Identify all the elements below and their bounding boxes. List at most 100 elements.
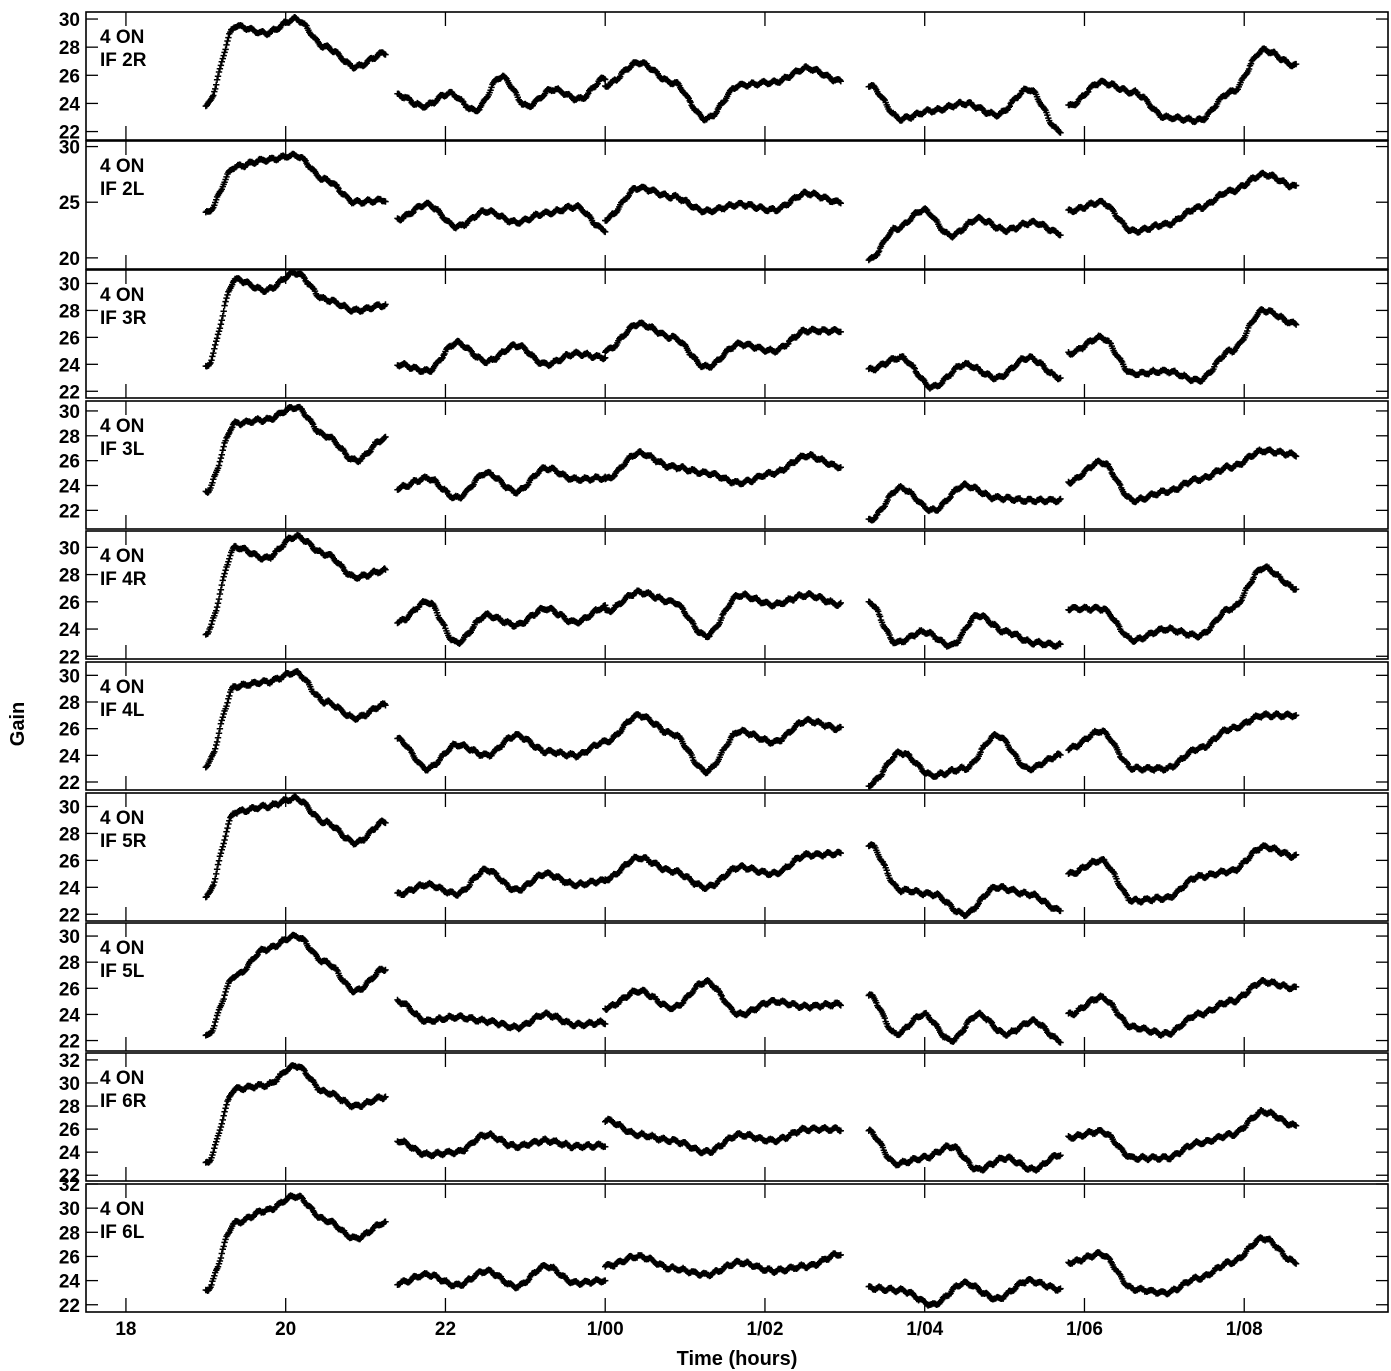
y-tick-label: 30 <box>59 666 80 687</box>
y-tick-label: 30 <box>59 10 80 31</box>
y-tick-label: 24 <box>59 94 81 115</box>
y-tick-label: 22 <box>59 1032 80 1053</box>
panel-label-source: 4 ON <box>100 27 144 48</box>
y-tick-label: 22 <box>59 501 80 522</box>
panel-frame <box>85 792 1389 922</box>
y-tick-label: 22 <box>59 1166 80 1187</box>
y-tick-label: 24 <box>59 1143 81 1164</box>
y-axis-label: Gain <box>7 702 29 746</box>
data-points <box>202 14 1300 136</box>
data-points <box>202 531 1300 650</box>
panel-frame <box>85 269 1389 399</box>
panel-frame <box>85 1052 1389 1182</box>
data-points <box>202 793 1300 920</box>
panel-label-source: 4 ON <box>100 416 144 437</box>
y-tick-label: 30 <box>59 1199 80 1220</box>
y-tick-label: 24 <box>59 1005 81 1026</box>
panel-label-if: IF 3L <box>100 439 145 460</box>
panel-frame <box>85 400 1389 530</box>
y-tick-label: 28 <box>59 38 80 59</box>
y-tick-label: 28 <box>59 566 80 587</box>
panel-label-source: 4 ON <box>100 546 144 567</box>
y-tick-label: 32 <box>59 1175 80 1196</box>
panel-label-source: 4 ON <box>100 285 144 306</box>
y-tick-label: 25 <box>59 193 81 214</box>
y-tick-label: 22 <box>59 382 80 403</box>
y-tick-label: 30 <box>59 1074 80 1095</box>
panel-label-if: IF 6R <box>100 1091 147 1112</box>
panel-frame <box>85 530 1389 660</box>
x-tick-label: 1/04 <box>906 1319 943 1340</box>
y-tick-label: 28 <box>59 693 80 714</box>
y-tick-label: 28 <box>59 953 80 974</box>
panel-label-if: IF 5R <box>100 831 147 852</box>
y-tick-label: 30 <box>59 538 80 559</box>
data-points <box>202 668 1300 790</box>
y-tick-label: 26 <box>59 979 80 1000</box>
panel-label-if: IF 4L <box>100 700 145 721</box>
panel-label-if: IF 2L <box>100 179 145 200</box>
y-tick-label: 28 <box>59 301 80 322</box>
y-tick-label: 30 <box>59 274 80 295</box>
x-tick-label: 1/08 <box>1226 1319 1263 1340</box>
panel-label-if: IF 2R <box>100 50 147 71</box>
y-tick-label: 26 <box>59 851 80 872</box>
panel-label-source: 4 ON <box>100 1068 144 1089</box>
y-tick-label: 30 <box>59 927 80 948</box>
y-tick-label: 26 <box>59 593 80 614</box>
y-tick-label: 24 <box>59 1272 81 1293</box>
y-tick-label: 30 <box>59 402 80 423</box>
y-tick-label: 20 <box>59 249 80 270</box>
y-tick-label: 24 <box>59 746 81 767</box>
panel-label-source: 4 ON <box>100 808 144 829</box>
data-points <box>202 150 1300 264</box>
panel-label-if: IF 3R <box>100 308 147 329</box>
data-points <box>202 1062 1300 1174</box>
y-tick-label: 22 <box>59 647 80 668</box>
y-tick-label: 28 <box>59 1223 80 1244</box>
y-tick-label: 26 <box>59 328 80 349</box>
y-tick-label: 26 <box>59 1247 80 1268</box>
panel-frame <box>85 140 1389 270</box>
panel-frame <box>85 1183 1389 1313</box>
panel-label-source: 4 ON <box>100 677 144 698</box>
panel-label-source: 4 ON <box>100 156 144 177</box>
y-tick-label: 24 <box>59 477 81 498</box>
y-tick-label: 22 <box>59 1296 80 1317</box>
panel-label-if: IF 5L <box>100 961 145 982</box>
panel-frame <box>85 11 1389 141</box>
data-points <box>202 403 1300 524</box>
y-tick-label: 22 <box>59 773 80 794</box>
x-tick-label: 18 <box>115 1319 136 1340</box>
y-tick-label: 32 <box>59 1051 80 1072</box>
y-tick-label: 26 <box>59 1120 80 1141</box>
y-tick-label: 28 <box>59 824 80 845</box>
y-tick-label: 24 <box>59 355 81 376</box>
x-axis-label: Time (hours) <box>677 1348 798 1370</box>
y-tick-label: 24 <box>59 620 81 641</box>
y-tick-label: 26 <box>59 66 80 87</box>
panel-frame <box>85 922 1389 1052</box>
y-tick-label: 28 <box>59 427 80 448</box>
y-tick-label: 24 <box>59 878 81 899</box>
y-tick-label: 26 <box>59 720 80 741</box>
x-tick-label: 1/02 <box>746 1319 783 1340</box>
x-tick-label: 22 <box>435 1319 456 1340</box>
data-points <box>202 1192 1300 1309</box>
x-tick-label: 20 <box>275 1319 296 1340</box>
panel-label-if: IF 6L <box>100 1222 145 1243</box>
panel-label-source: 4 ON <box>100 938 144 959</box>
data-points <box>202 268 1300 392</box>
y-tick-label: 30 <box>59 797 80 818</box>
y-tick-label: 22 <box>59 905 80 926</box>
